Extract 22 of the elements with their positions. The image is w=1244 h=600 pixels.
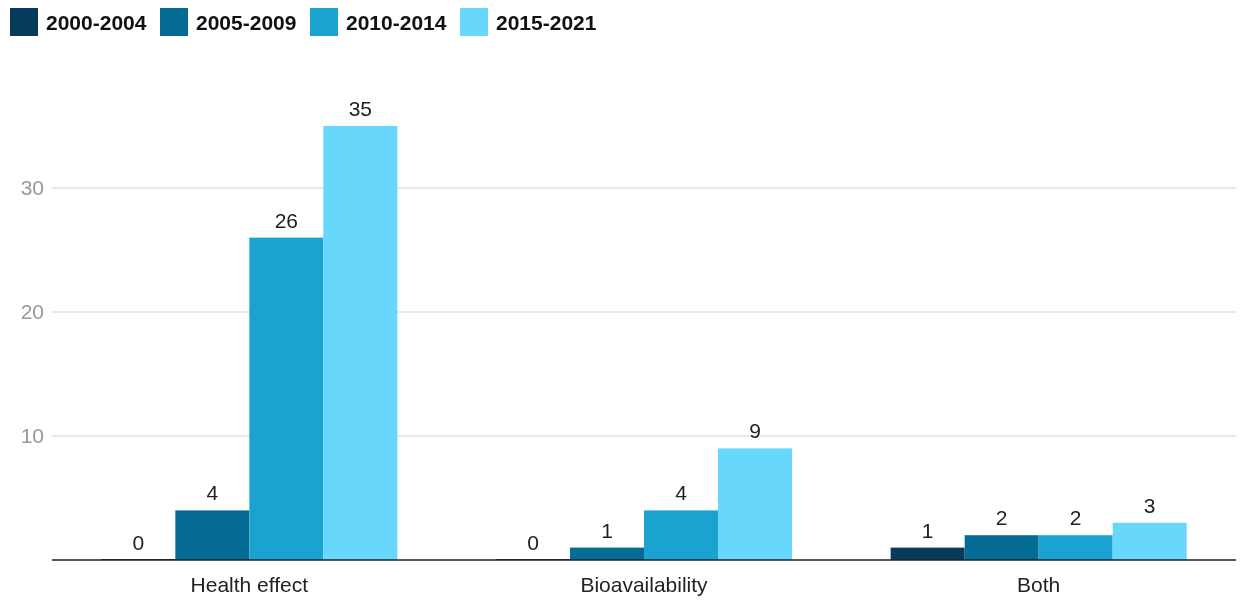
data-label: 4 — [206, 481, 219, 505]
x-tick-label: Health effect — [190, 573, 309, 596]
data-label: 0 — [132, 531, 145, 554]
data-label: 4 — [675, 481, 688, 505]
data-label: 26 — [274, 208, 299, 232]
legend-label: 2015-2021 — [496, 11, 597, 34]
legend-label: 2000-2004 — [46, 11, 147, 34]
data-label: 9 — [749, 419, 761, 443]
y-tick-label: 10 — [20, 424, 44, 447]
data-label: 0 — [527, 531, 539, 554]
x-tick-label: Bioavailability — [580, 573, 709, 596]
data-label: 1 — [601, 518, 613, 542]
x-tick-label: Both — [1017, 573, 1061, 596]
data-label: 1 — [921, 518, 934, 542]
legend-label: 2005-2009 — [196, 11, 297, 34]
y-tick-label: 30 — [20, 176, 44, 199]
legend-label: 2010-2014 — [346, 11, 447, 34]
y-tick-label: 20 — [20, 300, 44, 323]
data-label: 2 — [1069, 506, 1082, 530]
data-label: 35 — [348, 97, 373, 120]
data-label: 2 — [995, 506, 1008, 530]
data-label: 3 — [1143, 493, 1156, 517]
